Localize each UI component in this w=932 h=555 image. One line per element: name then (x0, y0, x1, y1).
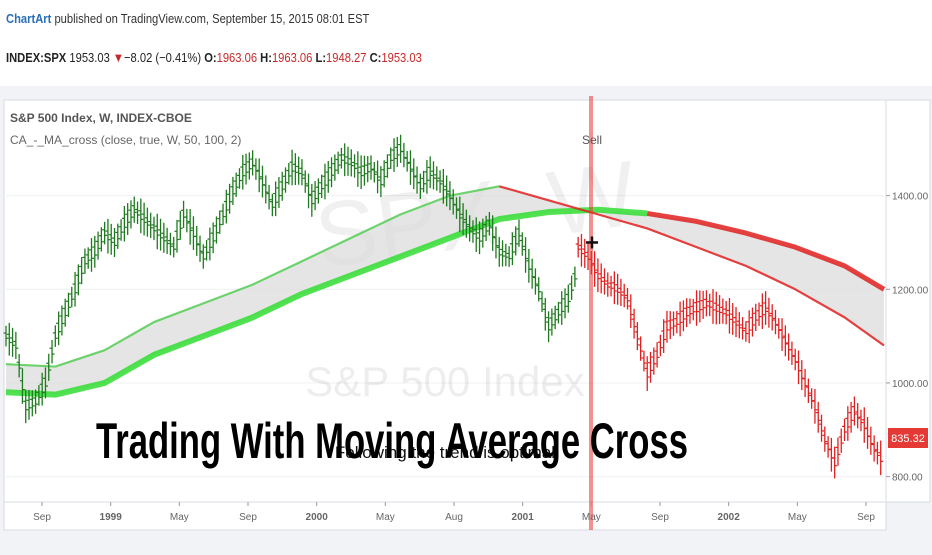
high-value: 1963.06 (271, 50, 313, 65)
author-link[interactable]: ChartArt (6, 11, 52, 26)
last-price-tag-value: 835.32 (891, 433, 925, 445)
open-value: 1963.06 (216, 50, 258, 65)
time-tick-label: 2000 (306, 512, 329, 523)
overlay-title: Trading With Moving Average Cross (96, 413, 688, 469)
price-tick-label: 800.00 (892, 473, 923, 484)
sell-signal-line (589, 86, 593, 530)
price-tick-label: 1200.00 (892, 285, 929, 296)
time-tick-label: May (376, 512, 395, 523)
down-arrow-icon: ▼ (112, 50, 124, 65)
watermark-name: S&P 500 Index (305, 358, 584, 405)
time-tick-label: Sep (239, 512, 257, 523)
chart-area[interactable]: SPX, W S&P 500 Index Sell S&P 500 Index,… (0, 86, 932, 550)
slow-ma-line (646, 210, 886, 292)
time-tick-label: 1999 (100, 512, 123, 523)
low-value: 1948.27 (326, 50, 367, 65)
close-value: 1953.03 (381, 50, 422, 65)
snapshot-header: ChartArt published on TradingView.com, S… (0, 0, 932, 86)
time-tick-label: May (582, 512, 601, 523)
chart-title: S&P 500 Index, W, INDEX-CBOE (10, 111, 192, 125)
sell-label: Sell (582, 133, 602, 147)
time-tick-label: 2001 (512, 512, 535, 523)
ma-band-fill (6, 186, 884, 395)
last-price: 1953.03 (69, 50, 110, 65)
price-bars (3, 134, 884, 479)
time-tick-label: May (170, 512, 189, 523)
price-change: −8.02 (−0.41%) (123, 50, 202, 65)
time-tick-label: 2002 (718, 512, 741, 523)
time-tick-label: May (788, 512, 807, 523)
price-chart[interactable]: SPX, W S&P 500 Index Sell S&P 500 Index,… (0, 86, 932, 550)
high-label: H: (260, 50, 272, 65)
last-price-tag (888, 428, 928, 448)
time-tick-label: Aug (445, 512, 463, 523)
cross-marker (586, 236, 598, 249)
fast-ma-line (5, 185, 500, 368)
overlay-subtitle: Following the trend is optimal (335, 443, 555, 462)
low-label: L: (315, 50, 327, 65)
moving-average-lines (5, 185, 886, 398)
time-axis[interactable] (3, 501, 887, 531)
fast-ma-line (498, 185, 885, 347)
price-tick-label: 1000.00 (892, 379, 929, 390)
indicator-label: CA_-_MA_cross (close, true, W, 50, 100, … (10, 133, 241, 147)
published-text: published on TradingView.com, September … (51, 11, 370, 26)
close-label: C: (369, 50, 382, 65)
slow-ma-line (5, 206, 648, 398)
symbol-label: INDEX:SPX (6, 50, 67, 65)
time-axis-ticks: Sep 1999 May Sep 2000 May Aug 2001 May Sep 2002 May… (33, 502, 875, 523)
price-tick-label: 1400.00 (892, 192, 929, 203)
time-tick-label: Sep (33, 512, 51, 523)
time-tick-label: Sep (857, 512, 875, 523)
plot-background (3, 99, 887, 503)
price-axis-ticks: 1400.00 1200.00 1000.00 800.00 (886, 192, 929, 484)
published-line: ChartArt published on TradingView.com, S… (6, 11, 369, 26)
time-tick-label: Sep (651, 512, 669, 523)
quote-line: INDEX:SPX 1953.03 ▼−8.02 (−0.41%) O:1963… (6, 50, 422, 65)
grid-lines (6, 195, 884, 478)
open-label: O: (204, 50, 217, 65)
ma-band-area (6, 186, 884, 395)
